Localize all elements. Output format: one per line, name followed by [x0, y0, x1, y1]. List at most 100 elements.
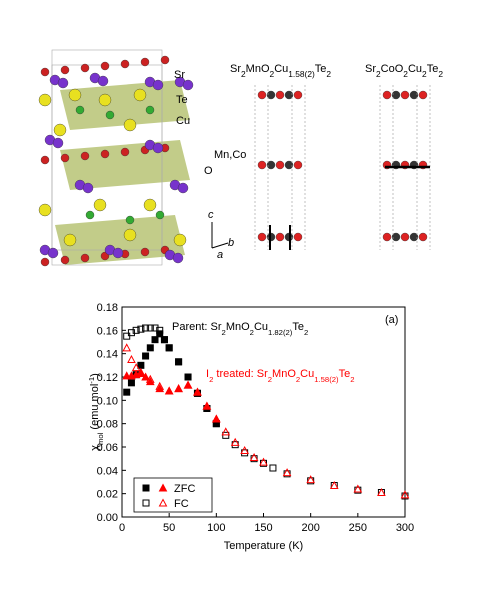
atom — [275, 90, 285, 100]
text-part: Te — [315, 63, 327, 75]
atom — [38, 203, 52, 217]
y-tick-label: 0.00 — [97, 512, 118, 524]
marker — [160, 336, 168, 344]
text-part: I — [206, 368, 209, 380]
marker — [184, 373, 192, 381]
structure-title: Sr2MnO2Cu1.58(2)Te2 — [230, 63, 331, 79]
atom — [100, 61, 110, 71]
text-part: Te — [292, 321, 304, 333]
text-part: (emu mol — [89, 384, 101, 433]
text-part: 2 — [350, 375, 354, 384]
atom — [257, 232, 267, 242]
marker — [127, 329, 135, 337]
text-part: MnO — [272, 368, 296, 380]
marker — [249, 452, 259, 461]
text-part: 2 — [296, 375, 300, 384]
axis-label: a — [217, 249, 223, 261]
text-part: 2 — [376, 69, 381, 79]
marker — [184, 373, 192, 381]
x-tick-label: 50 — [163, 522, 175, 534]
atom — [80, 253, 90, 263]
y-tick-label: 0.04 — [97, 465, 118, 477]
atom-label: Te — [176, 94, 188, 106]
marker — [174, 384, 183, 393]
marker — [142, 352, 150, 360]
atom — [152, 142, 164, 154]
marker — [164, 386, 174, 395]
atom — [85, 210, 95, 220]
atom — [266, 160, 276, 170]
text-part: χ — [89, 445, 101, 451]
atom — [382, 90, 392, 100]
atom — [382, 232, 392, 242]
atom — [284, 90, 294, 100]
marker — [221, 427, 231, 436]
atom — [123, 228, 137, 242]
atom — [120, 147, 130, 157]
atom — [60, 153, 70, 163]
atom — [173, 233, 187, 247]
atom — [391, 90, 401, 100]
marker — [259, 457, 268, 466]
text-part: -1 — [87, 377, 96, 384]
marker — [329, 480, 339, 489]
atom — [418, 90, 428, 100]
atom — [120, 59, 130, 69]
atom — [275, 232, 285, 242]
text-part: Sr — [365, 63, 376, 75]
atom — [40, 67, 50, 77]
marker — [269, 464, 277, 472]
atom — [100, 149, 110, 159]
atom — [257, 160, 267, 170]
atom — [57, 77, 69, 89]
atom — [418, 232, 428, 242]
text-part: Te — [427, 63, 439, 75]
text-part: Cu — [300, 368, 314, 380]
text-part: Cu — [274, 63, 288, 75]
atom — [75, 105, 85, 115]
text-part: Cu — [254, 321, 268, 333]
x-tick-label: 0 — [119, 522, 125, 534]
marker — [165, 344, 173, 352]
atom — [47, 247, 59, 259]
text-part: 2 — [438, 69, 443, 79]
text-part: mol — [96, 432, 105, 445]
atom — [82, 182, 94, 194]
atom — [400, 232, 410, 242]
legend-marker — [142, 499, 150, 507]
text-part: MnO — [226, 321, 250, 333]
text-part: 1.82(2) — [268, 328, 293, 337]
legend-label: ZFC — [174, 483, 195, 495]
axis-label: c — [208, 209, 214, 221]
marker — [131, 363, 141, 372]
atom — [53, 123, 67, 137]
text-part: Sr — [230, 63, 241, 75]
marker — [282, 468, 292, 477]
legend-marker — [158, 498, 168, 507]
annotation: Parent: Sr2MnO2Cu1.82(2)Te2 — [172, 321, 308, 337]
text-part: MnO — [246, 63, 270, 75]
marker — [151, 324, 159, 332]
legend-label: FC — [174, 498, 189, 510]
marker — [151, 336, 159, 344]
structure-drawing — [38, 49, 431, 267]
marker — [146, 324, 154, 332]
marker — [155, 381, 165, 390]
x-tick-label: 150 — [254, 522, 272, 534]
atom — [293, 90, 303, 100]
marker — [141, 372, 150, 381]
atom — [284, 160, 294, 170]
atom — [409, 232, 419, 242]
marker — [183, 380, 193, 389]
x-tick-label: 250 — [349, 522, 367, 534]
marker — [137, 325, 145, 333]
atom — [112, 247, 124, 259]
layer — [55, 215, 185, 265]
marker — [142, 324, 150, 332]
annotation: I2 treated: Sr2MnO2Cu1.58(2)Te2 — [206, 368, 355, 384]
atom — [40, 257, 50, 267]
marker — [306, 475, 316, 484]
atom — [105, 110, 115, 120]
marker — [137, 361, 145, 369]
text-part: 2 — [241, 69, 246, 79]
